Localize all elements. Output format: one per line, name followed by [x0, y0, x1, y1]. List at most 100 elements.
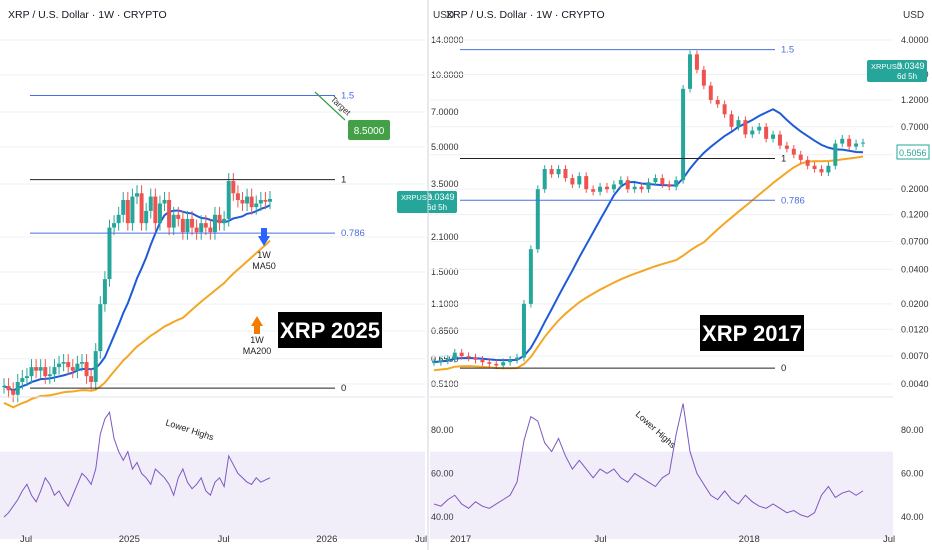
candle [542, 168, 547, 190]
candle [515, 357, 520, 360]
ma50-arrow [258, 228, 270, 246]
candle [750, 130, 755, 135]
target-line [314, 91, 346, 121]
watermark-label: XRP 2017 [702, 321, 802, 346]
rsi-tick-label: 80.00 [431, 425, 454, 435]
candle [34, 367, 39, 371]
candle [681, 88, 686, 181]
candle [618, 180, 623, 185]
candle [694, 54, 699, 70]
price-tick-label: 0.0200 [901, 299, 929, 309]
candle [501, 362, 506, 366]
candle [180, 218, 185, 233]
candle [625, 180, 630, 190]
candle [653, 178, 658, 183]
rsi-tick-label: 60.00 [901, 468, 924, 478]
candle [812, 165, 817, 169]
candle [438, 360, 443, 363]
candle [764, 126, 769, 139]
time-label: Jul [415, 534, 427, 545]
price-tick-label: 0.1200 [901, 210, 929, 220]
candle [798, 154, 803, 160]
candle [674, 180, 679, 187]
candle [112, 223, 117, 228]
candle [791, 148, 796, 155]
price-tick-label: 0.0400 [901, 264, 929, 274]
last-price-tag [867, 60, 927, 82]
candle [833, 143, 838, 166]
panel-2017: 4.00002.00001.20000.70000.40000.20000.12… [430, 9, 930, 545]
candle [688, 54, 693, 89]
price-tick-label: 1.2000 [901, 95, 929, 105]
candle [43, 367, 48, 377]
candle [167, 199, 172, 228]
target-value: 8.5000 [354, 126, 385, 137]
currency-label: USD [903, 10, 924, 21]
candle [75, 363, 80, 371]
candle [708, 85, 713, 100]
candle [611, 184, 616, 190]
last-price-value: 3.0349 [427, 192, 455, 202]
candle [268, 198, 272, 202]
price-marker-label: 0.5056 [899, 148, 927, 158]
candle [194, 227, 199, 233]
candle [93, 351, 98, 382]
candle [144, 210, 149, 224]
price-tick-label: 0.7000 [901, 122, 929, 132]
candle [521, 303, 526, 358]
candle [11, 390, 16, 395]
candle [570, 178, 575, 185]
candle [535, 189, 540, 250]
candle [79, 362, 84, 364]
fib-level-label: 1.5 [781, 45, 794, 56]
candle [819, 168, 824, 173]
candle [6, 386, 11, 391]
candle [743, 120, 748, 135]
candle [549, 168, 554, 175]
rsi-tick-label: 40.00 [901, 512, 924, 522]
time-label: Jul [594, 534, 606, 545]
candle [258, 199, 263, 204]
candle [171, 214, 176, 228]
candle [102, 279, 107, 305]
candle [2, 386, 6, 388]
candle [854, 143, 859, 147]
candle [20, 378, 25, 382]
candle [162, 199, 167, 204]
candle [84, 362, 89, 377]
chart-title: XRP / U.S. Dollar · 1W · CRYPTO [446, 9, 605, 21]
candle [466, 356, 471, 358]
ma50-annotation-l2: MA50 [252, 261, 276, 271]
watermark-box [278, 312, 382, 348]
panel-2025: 14.000010.00007.00005.00003.50002.10001.… [0, 9, 464, 545]
last-price-tag [397, 191, 457, 213]
candle [646, 182, 651, 190]
candle [445, 359, 450, 361]
candle [784, 145, 789, 149]
ma200-line [3, 239, 271, 409]
price-tick-label: 1.5000 [431, 267, 459, 277]
candle [660, 178, 665, 185]
ma200-annotation-l2: MA200 [243, 346, 272, 356]
watermark-box [700, 315, 804, 351]
candle [190, 218, 195, 228]
candle [125, 199, 130, 224]
fib-level-label: 0 [781, 363, 786, 374]
candle [212, 214, 217, 233]
ma200-arrow [251, 316, 263, 334]
rsi-tick-label: 80.00 [901, 425, 924, 435]
fib-level-label: 0.786 [781, 195, 805, 206]
candle [135, 193, 139, 197]
candle [38, 367, 43, 371]
candle [57, 363, 62, 368]
candle [487, 362, 492, 364]
candle [263, 199, 268, 202]
candle [222, 218, 227, 224]
watermark-label: XRP 2025 [280, 318, 380, 343]
candle [254, 203, 259, 208]
ma200-annotation-l1: 1W [250, 335, 264, 345]
candle [176, 214, 181, 219]
candle [632, 186, 637, 190]
